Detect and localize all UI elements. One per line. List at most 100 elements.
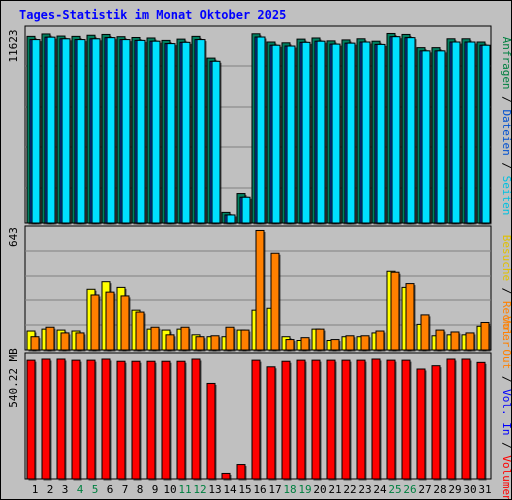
- volumen-bar: [356, 359, 366, 480]
- volumen-bar: [251, 359, 261, 480]
- legend-entry: Dateien: [500, 109, 511, 155]
- volumen-bar: [476, 361, 486, 480]
- seiten-bar: [151, 40, 161, 224]
- legend-entry: /: [500, 281, 511, 301]
- y-max-label: 540.22 MB: [7, 348, 20, 408]
- rechner-bar: [285, 339, 295, 351]
- rechner-bar: [165, 334, 175, 351]
- x-tick-label: 18: [283, 483, 296, 496]
- legend-entry: Rechner: [500, 301, 511, 348]
- volumen-bar: [131, 360, 141, 480]
- seiten-bar: [406, 37, 416, 224]
- seiten-bar: [286, 45, 296, 224]
- rechner-bar: [435, 329, 445, 351]
- volumen-bar: [416, 368, 426, 480]
- x-tick-label: 2: [47, 483, 54, 496]
- seiten-bar: [421, 50, 431, 224]
- seiten-bar: [466, 41, 476, 224]
- seiten-bar: [256, 36, 266, 224]
- volumen-bar: [311, 359, 321, 480]
- seiten-bar: [361, 41, 371, 224]
- volumen-bar: [371, 358, 381, 480]
- seiten-bar: [136, 39, 146, 224]
- x-tick-label: 16: [253, 483, 266, 496]
- seiten-bar: [226, 214, 236, 224]
- volumen-bar: [206, 382, 216, 480]
- rechner-bar: [75, 332, 85, 351]
- y-max-label: 643: [7, 227, 20, 247]
- rechner-bar: [405, 283, 415, 351]
- rechner-bar: [300, 337, 310, 351]
- rechner-bar: [150, 326, 160, 351]
- rechner-bar: [465, 332, 475, 351]
- x-tick-label: 28: [433, 483, 446, 496]
- rechner-bar: [375, 330, 385, 351]
- legend-entry: Besuche: [500, 235, 511, 281]
- legend-entry: Vol. In: [500, 389, 511, 435]
- volumen-bar: [281, 360, 291, 480]
- x-tick-label: 27: [418, 483, 431, 496]
- volumen-bar: [71, 359, 81, 480]
- seiten-bar: [61, 38, 71, 224]
- x-tick-label: 22: [343, 483, 356, 496]
- seiten-bar: [301, 41, 311, 224]
- seiten-bar: [346, 42, 356, 224]
- volumen-bar: [176, 360, 186, 480]
- seiten-bar: [46, 36, 56, 224]
- volumen-bar: [86, 359, 96, 480]
- rechner-bar: [30, 336, 40, 351]
- volumen-bar: [56, 358, 66, 480]
- seiten-bar: [331, 43, 341, 224]
- x-tick-label: 13: [208, 483, 221, 496]
- rechner-bar: [45, 326, 55, 351]
- volumen-bar: [146, 360, 156, 480]
- x-tick-label: 30: [463, 483, 476, 496]
- rechner-bar: [360, 335, 370, 351]
- legend-entry: /: [500, 369, 511, 389]
- rechner-bar: [255, 229, 265, 351]
- x-tick-label: 9: [152, 483, 159, 496]
- x-tick-label: 31: [478, 483, 491, 496]
- rechner-bar: [330, 339, 340, 351]
- volumen-bar: [461, 358, 471, 480]
- seiten-bar: [91, 38, 101, 224]
- seiten-bar: [316, 40, 326, 224]
- seiten-bar: [76, 39, 86, 224]
- x-tick-label: 20: [313, 483, 326, 496]
- x-tick-label: 19: [298, 483, 311, 496]
- rechner-bar: [120, 295, 130, 351]
- x-tick-label: 15: [238, 483, 251, 496]
- x-tick-label: 24: [373, 483, 387, 496]
- x-tick-label: 25: [388, 483, 401, 496]
- legend-top: Anfragen / Dateien / Seiten: [500, 37, 511, 216]
- legend-bottom: Vol. Out / Vol. In / Volumen: [500, 316, 511, 499]
- volumen-bar: [41, 358, 51, 480]
- rechner-bar: [315, 328, 325, 351]
- seiten-bar: [391, 36, 401, 224]
- x-tick-label: 6: [107, 483, 114, 496]
- seiten-bar: [436, 50, 446, 224]
- legend-entry: /: [500, 156, 511, 176]
- legend-entry: Volumen: [500, 455, 511, 499]
- rechner-bar: [480, 321, 490, 351]
- rechner-bar: [225, 326, 235, 351]
- x-tick-label: 14: [223, 483, 237, 496]
- seiten-bar: [211, 60, 221, 224]
- x-tick-label: 21: [328, 483, 341, 496]
- rechner-bar: [60, 332, 70, 351]
- volumen-bar: [26, 359, 36, 480]
- volumen-bar: [101, 358, 111, 480]
- volumen-bar: [266, 366, 276, 480]
- rechner-bar: [180, 326, 190, 351]
- x-tick-label: 8: [137, 483, 144, 496]
- volumen-bar: [401, 359, 411, 480]
- rechner-bar: [195, 336, 205, 351]
- legend-entry: Seiten: [500, 176, 511, 216]
- seiten-bar: [121, 39, 131, 224]
- seiten-bar: [271, 44, 281, 224]
- rechner-bar: [420, 314, 430, 351]
- volumen-bar: [326, 359, 336, 480]
- rechner-bar: [90, 294, 100, 351]
- x-tick-label: 10: [163, 483, 176, 496]
- rechner-bar: [210, 335, 220, 351]
